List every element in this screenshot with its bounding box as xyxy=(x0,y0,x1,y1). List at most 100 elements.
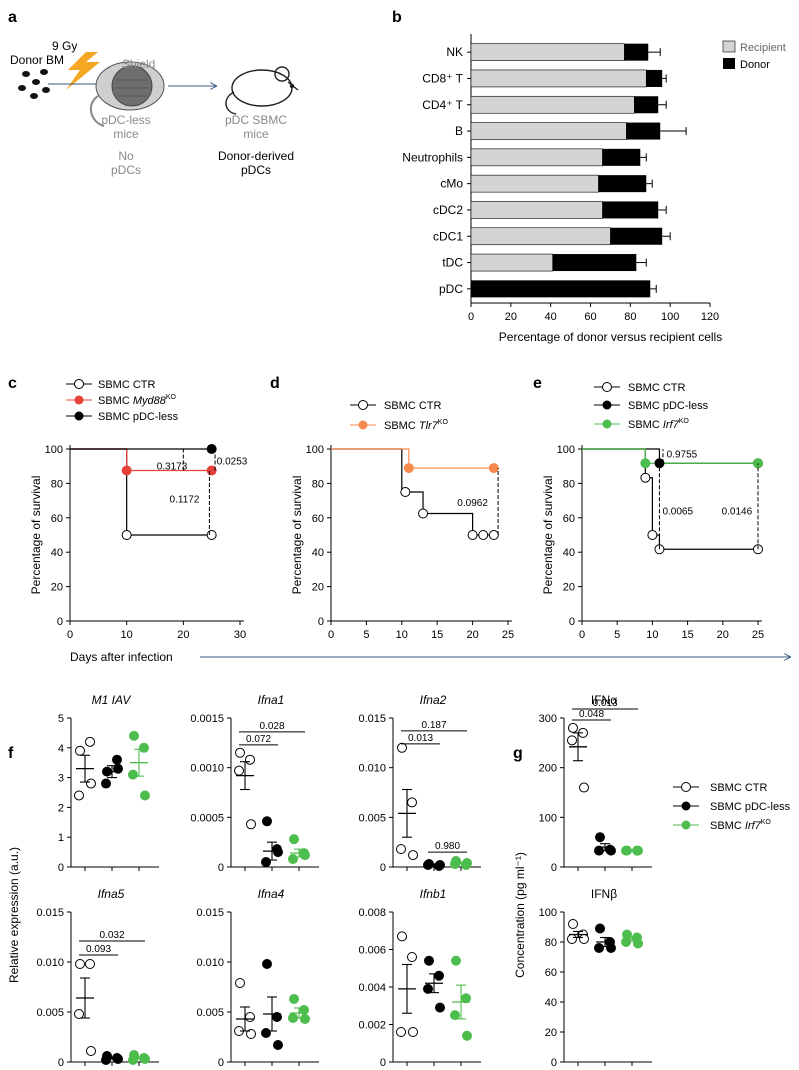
f6-y-tick-label: 0.004 xyxy=(358,982,386,994)
shared-xlabel: Days after infection xyxy=(70,650,173,664)
legend-swatch-recipient xyxy=(722,40,736,53)
f5-data-point xyxy=(262,959,272,969)
legend-e-ctr: SBMC CTR xyxy=(628,382,686,394)
legend-g-ctr: SBMC CTR xyxy=(710,782,768,794)
f6-data-point xyxy=(396,1027,406,1037)
d-y-tick-label: 0 xyxy=(318,616,324,628)
panel-label-e: e xyxy=(533,375,542,392)
f3-y-tick-label: 0.010 xyxy=(358,763,386,775)
f6-data-point xyxy=(450,1010,460,1021)
legend-d-tlr7: SBMC Tlr7KO xyxy=(384,419,448,432)
f4-y-tick-label: 0.005 xyxy=(36,1007,64,1019)
f6-data-point xyxy=(435,1002,445,1013)
c-pvalue: 0.1172 xyxy=(170,494,200,505)
panel-label-g: g xyxy=(513,745,523,762)
f2-title: Ifna1 xyxy=(258,693,285,707)
c-marker xyxy=(121,530,132,540)
b-bar-recipient xyxy=(470,148,603,167)
f5-data-point xyxy=(246,1029,256,1039)
d-pvalue: 0.0962 xyxy=(457,498,488,509)
panel-f-expression-charts: M1 IAV 0 1 2 3 4 5 Ifna1 0 0.0005 0.0010 0.0015 0.07… xyxy=(36,693,481,1069)
b-bar-recipient xyxy=(470,201,603,219)
g2-y-tick-label: 20 xyxy=(545,1027,557,1039)
f1-y-tick-label: 3 xyxy=(58,773,64,785)
e-y-tick-label: 20 xyxy=(563,582,575,594)
d-x-tick-label: 10 xyxy=(396,629,408,641)
f6-data-point xyxy=(423,983,433,994)
b-bar-donor xyxy=(471,280,651,298)
f6-data-point xyxy=(462,1030,472,1041)
lightning-icon xyxy=(66,52,100,90)
legend-d-tlr7-gene: Tlr7 xyxy=(419,420,439,432)
f6-data-point xyxy=(424,955,434,966)
d-x-tick-label: 0 xyxy=(328,629,334,641)
d-y-tick-label: 80 xyxy=(312,478,324,490)
f6-y-tick-label: 0.006 xyxy=(358,945,386,957)
legend-c-myd88-gene: Myd88 xyxy=(133,395,167,407)
g2-y-tick-label: 60 xyxy=(545,967,557,979)
f2-data-point xyxy=(300,850,310,861)
f3-data-point xyxy=(396,844,406,855)
b-x-axis-label: Percentage of donor versus recipient cel… xyxy=(499,330,722,344)
legend-swatch-donor xyxy=(723,58,735,69)
b-bar-donor xyxy=(626,122,661,140)
f4-pvalue: 0.032 xyxy=(99,930,124,941)
legend-d-marker-ctr xyxy=(358,400,368,410)
panel-g-legend: SBMC CTR SBMC pDC-less SBMC Irf7KO xyxy=(673,782,791,832)
g1-data-point xyxy=(568,722,578,733)
f5-y-tick-label: 0.005 xyxy=(196,1007,224,1019)
f1-title: M1 IAV xyxy=(92,693,132,707)
f2-data-point xyxy=(273,847,283,858)
e-x-tick-label: 25 xyxy=(752,629,764,641)
panel-d-legend: SBMC CTR SBMC Tlr7KO xyxy=(350,400,448,432)
d-series-line xyxy=(331,448,494,536)
f3-title: Ifna2 xyxy=(420,693,447,707)
irradiated-mouse-icon xyxy=(89,61,165,127)
f3-data-point xyxy=(408,850,418,861)
b-x-tick-label: 80 xyxy=(624,311,636,323)
f2-y-tick-label: 0.0005 xyxy=(190,812,224,824)
f-ylabel: Relative expression (a.u.) xyxy=(7,847,21,983)
f6-data-point xyxy=(408,1027,418,1037)
d-marker xyxy=(478,530,489,540)
b-x-tick-label: 100 xyxy=(661,311,679,323)
d-marker xyxy=(418,508,429,519)
g2-data-point xyxy=(606,943,616,953)
b-bar-recipient xyxy=(470,227,611,246)
f4-y-tick-label: 0.015 xyxy=(36,907,64,919)
e-x-tick-label: 20 xyxy=(717,629,729,641)
d-series-line xyxy=(331,448,494,469)
f6-data-point xyxy=(397,931,407,942)
f2-data-point xyxy=(234,765,244,776)
c-marker xyxy=(121,465,132,476)
f1-data-point xyxy=(140,790,150,801)
b-x-tick-label: 60 xyxy=(584,311,596,323)
e-y-tick-label: 60 xyxy=(563,513,575,525)
g1-pvalue: 0.048 xyxy=(579,709,604,720)
d-y-tick-label: 100 xyxy=(306,444,324,456)
f2-data-point xyxy=(289,834,299,845)
g2-data-point xyxy=(621,937,631,947)
f2-data-point xyxy=(288,854,298,865)
c-marker xyxy=(206,444,217,454)
left-mouse-line2: mice xyxy=(113,127,139,141)
left-mouse-line1: pDC-less xyxy=(101,113,150,127)
legend-d-tlr7-sup: KO xyxy=(438,419,449,426)
e-x-tick-label: 0 xyxy=(579,629,585,641)
c-y-tick-label: 80 xyxy=(51,478,63,490)
right-note-line2: pDCs xyxy=(241,163,271,177)
b-category-label: CD8⁺ T xyxy=(422,71,463,85)
g2-data-point xyxy=(594,943,604,953)
e-pvalue: 0.0146 xyxy=(722,506,753,517)
c-x-tick-label: 0 xyxy=(67,629,73,641)
c-series-line xyxy=(70,448,212,536)
b-bar-recipient xyxy=(470,253,553,272)
g-ylabel: Concentration (pg ml⁻¹) xyxy=(513,852,527,978)
legend-g-irf7-prefix: SBMC xyxy=(710,820,745,832)
left-note-line1: No xyxy=(118,149,134,163)
f1-data-point xyxy=(129,730,139,741)
f6-y-tick-label: 0 xyxy=(380,1057,386,1069)
right-note-line1: Donor-derived xyxy=(218,149,294,163)
f1-y-tick-label: 2 xyxy=(58,802,64,814)
e-x-tick-label: 15 xyxy=(681,629,693,641)
